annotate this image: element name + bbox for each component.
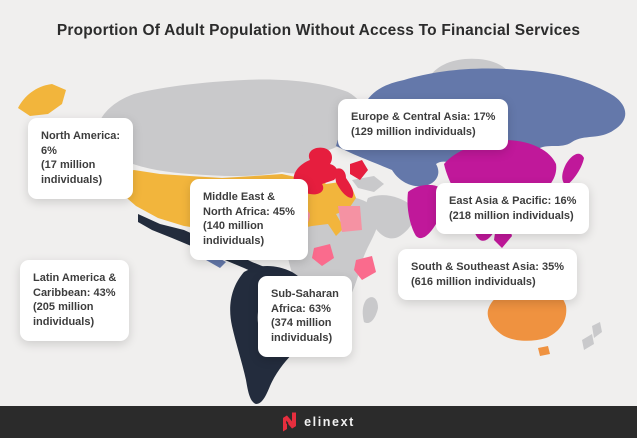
region-japan	[562, 153, 584, 186]
callout-east-asia-pacific: East Asia & Pacific: 16% (218 million in…	[436, 183, 590, 235]
region-italy	[334, 168, 354, 198]
callout-sub-saharan-africa: Sub-Saharan Africa: 63% (374 million ind…	[258, 276, 352, 357]
region-balkans	[350, 160, 368, 180]
region-egypt	[338, 206, 362, 232]
callout-europe-central-asia: Europe & Central Asia: 17% (129 million …	[338, 99, 509, 151]
footer-bar: elinext	[0, 406, 637, 438]
region-madagascar	[362, 297, 378, 324]
region-canada	[96, 79, 364, 176]
callout-south-southeast-asia: South & Southeast Asia: 35% (616 million…	[398, 249, 578, 301]
region-kenya	[354, 256, 376, 280]
callout-latin-america-caribbean: Latin America & Caribbean: 43% (205 mill…	[20, 260, 130, 341]
region-arabia	[366, 195, 415, 239]
region-alaska	[18, 84, 66, 116]
region-nigeria	[312, 244, 334, 266]
page-title: Proportion Of Adult Population Without A…	[56, 22, 581, 39]
elinext-logo-icon	[283, 412, 297, 432]
region-uk	[301, 129, 316, 150]
region-new-zealand	[582, 322, 602, 350]
callout-north-america: North America: 6% (17 million individual…	[28, 118, 134, 199]
brand-name: elinext	[304, 415, 355, 429]
region-turkey	[352, 176, 384, 192]
region-tasmania	[538, 346, 550, 356]
callout-middle-east-north-africa: Middle East & North Africa: 45% (140 mil…	[190, 179, 308, 260]
